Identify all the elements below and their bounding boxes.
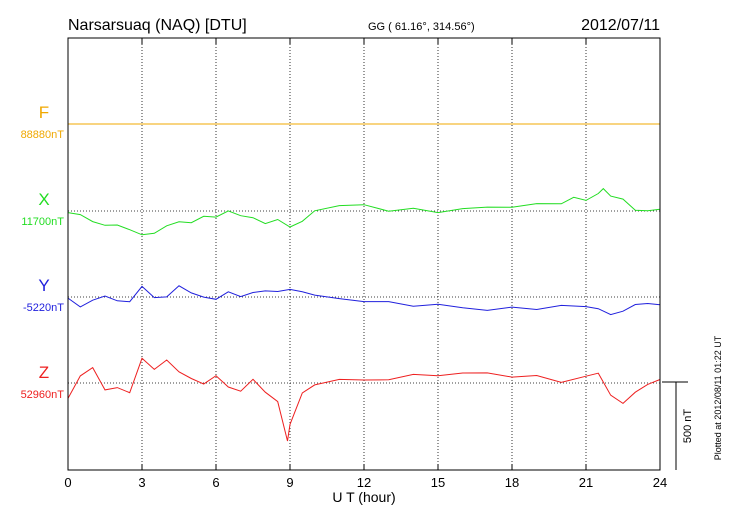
plotted-timestamp: Plotted at 2012/08/11 01:22 UT [713, 335, 723, 460]
series-name-x: X [38, 190, 49, 209]
series-labels: F 88880nT X 11700nT Y -5220nT Z 52960nT [21, 103, 65, 401]
x-tick-label: 15 [431, 475, 445, 490]
x-tick-label: 21 [579, 475, 593, 490]
baseline-value-z: 52960nT [21, 389, 65, 401]
chart-title: Narsarsuaq (NAQ) [DTU] [68, 17, 247, 34]
x-axis: 0 3 6 9 12 15 18 21 24 [64, 38, 667, 490]
series-line-x [67, 187, 661, 236]
series-line-y [67, 285, 661, 316]
chart-date: 2012/07/11 [581, 17, 660, 34]
x-tick-label: 3 [138, 475, 145, 490]
x-tick-label: 9 [286, 475, 293, 490]
baseline-value-f: 88880nT [21, 129, 65, 141]
scale-bar: 500 nT [662, 381, 694, 470]
chart-grid [68, 38, 660, 470]
station-coordinates: GG ( 61.16°, 314.56°) [368, 21, 475, 33]
series-layer [67, 123, 661, 442]
scale-bar-label: 500 nT [682, 409, 694, 444]
series-name-f: F [39, 103, 49, 122]
x-tick-label: 24 [653, 475, 667, 490]
x-tick-label: 12 [357, 475, 371, 490]
x-tick-label: 0 [64, 475, 71, 490]
baseline-value-x: 11700nT [21, 216, 64, 228]
series-name-z: Z [39, 363, 49, 382]
series-name-y: Y [38, 276, 49, 295]
baseline-value-y: -5220nT [23, 302, 64, 314]
x-tick-label: 18 [505, 475, 519, 490]
series-line-z [67, 357, 661, 442]
x-tick-label: 6 [212, 475, 219, 490]
x-axis-label: U T (hour) [332, 489, 395, 505]
